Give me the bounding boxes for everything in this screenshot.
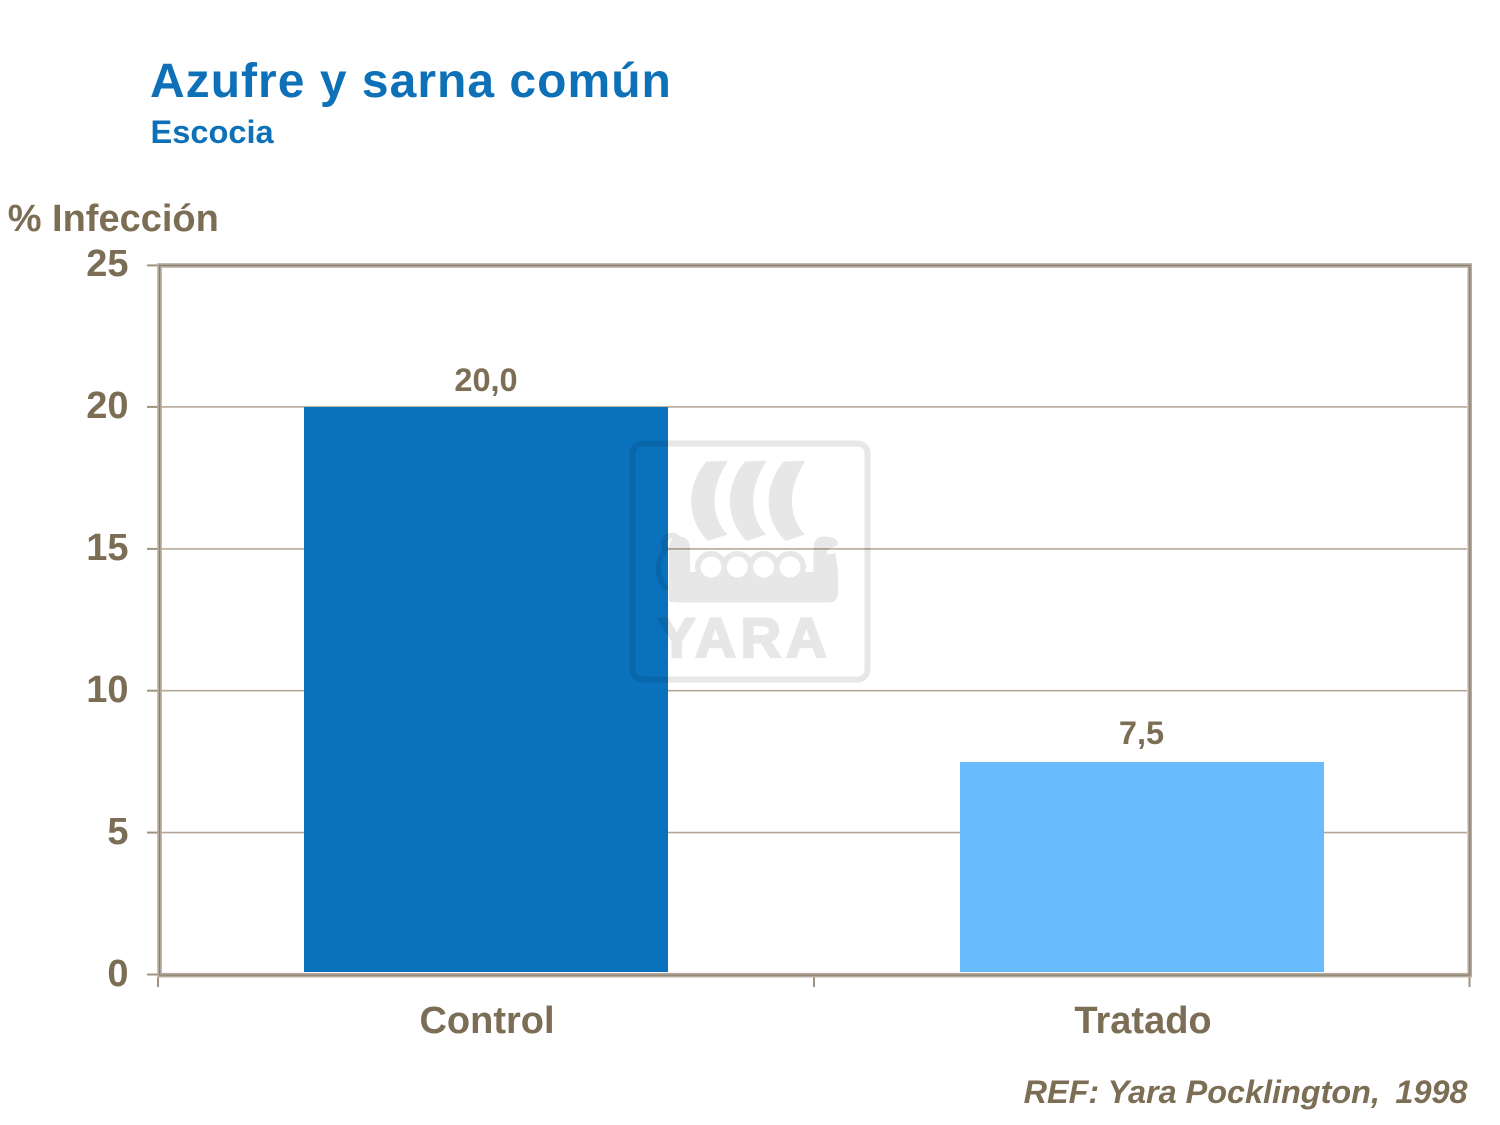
svg-text:YARA: YARA — [658, 606, 832, 669]
